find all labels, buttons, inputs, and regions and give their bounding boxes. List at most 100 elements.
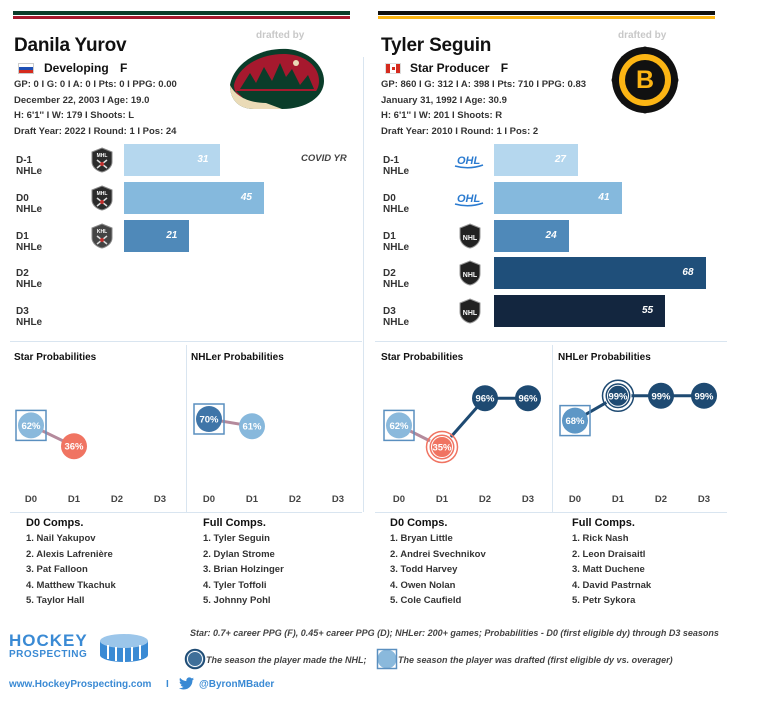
left-nhle-bar-label: 31 [197, 154, 209, 165]
svg-text:NHL: NHL [463, 310, 478, 317]
left-row-label: D0 NHLe [16, 193, 43, 215]
right-nhler_probs-axis-label: D2 [655, 494, 667, 505]
left-star-prob-title: Star Probabilities [14, 352, 97, 363]
left-tier-label: Developing [44, 61, 109, 75]
svg-text:B: B [636, 66, 654, 94]
right-star_probs-axis-label: D1 [436, 494, 449, 505]
left-d0-comps-title: D0 Comps. [26, 517, 84, 529]
left-star_probs-point: 36% [61, 433, 87, 460]
left-player-info: GP: 0 I G: 0 I A: 0 I Pts: 0 I PPG: 0.00… [14, 77, 177, 139]
list-item: 4. Matthew Tkachuk [26, 579, 116, 591]
right-nhle-bar-label: 55 [641, 305, 654, 316]
list-item: 1. Tyler Seguin [203, 533, 270, 544]
minnesota-wild-logo-icon [230, 48, 324, 109]
left-nhle-bar-label: 21 [166, 230, 178, 241]
right-nhle-bar [494, 144, 578, 176]
right-full-comps: Full Comps. 1. Rick Nash 2. Leon Draisai… [560, 517, 651, 609]
left-info-line: Draft Year: 2022 I Round: 1 I Pos: 24 [14, 125, 177, 137]
svg-text:MHL: MHL [97, 191, 108, 197]
list-item: 4. Tyler Toffoli [203, 579, 267, 591]
right-nhler_probs-axis-label: D1 [612, 494, 625, 505]
khl-league-icon: KHL [90, 223, 114, 254]
left-row-label: D2 NHLe [16, 268, 43, 290]
right-star_probs-point-label: 35% [432, 443, 452, 454]
left-star_probs-axis-label: D2 [111, 494, 123, 505]
left-nhler_probs-axis-label: D2 [289, 494, 301, 505]
list-item: 3. Pat Falloon [26, 564, 88, 575]
left-row-label: D-1 NHLe [16, 155, 43, 177]
left-tier: Developing F [44, 61, 127, 75]
made-nhl-legend-icon [184, 648, 206, 670]
svg-text:NHL: NHL [463, 235, 478, 242]
right-player-info: GP: 860 I G: 312 I A: 398 I Pts: 710 I P… [381, 77, 586, 139]
right-star_probs-axis-label: D3 [522, 494, 534, 505]
list-item: 2. Leon Draisaitl [572, 548, 646, 560]
left-info-line: December 22, 2003 I Age: 19.0 [14, 94, 150, 106]
nhl-league-icon: NHL [458, 298, 482, 329]
right-nhler_probs-axis-label: D3 [698, 494, 710, 505]
left-star_probs-axis-label: D3 [154, 494, 166, 505]
list-item: 5. Johnny Pohl [203, 595, 271, 606]
probability-charts: D0 D1 D2 D3 62% 36% D0 D1 D2 D3 70% 61% D0 D1 D2 D3 62% 3… [15, 379, 717, 505]
right-nhler_probs-axis-label: D0 [569, 494, 581, 505]
left-nhler_probs-point-label: 70% [199, 415, 219, 426]
left-nhler_probs-point: 61% [239, 413, 265, 440]
left-player-name: Danila Yurov [14, 35, 127, 56]
right-nhle-bar-label: 68 [682, 267, 694, 278]
twitter-icon[interactable] [179, 677, 194, 690]
left-full-comps: Full Comps. 1. Tyler Seguin 2. Dylan Str… [191, 517, 284, 609]
section-divider-left [10, 341, 362, 342]
list-item: 2. Andrei Svechnikov [390, 548, 486, 560]
list-item: 3. Brian Holzinger [203, 564, 284, 575]
right-info-line: Draft Year: 2010 I Round: 1 I Pos: 2 [381, 125, 539, 137]
right-team-bar-top [378, 11, 715, 15]
right-nhler_probs-point: 99% [648, 382, 674, 409]
svg-text:NHL: NHL [463, 272, 478, 279]
left-drafted-by: drafted by [256, 30, 305, 41]
left-info-line: GP: 0 I G: 0 I A: 0 I Pts: 0 I PPG: 0.00 [14, 79, 177, 90]
list-item: 1. Bryan Little [390, 533, 453, 544]
right-info-line: H: 6'1'' I W: 201 I Shoots: R [381, 110, 503, 121]
legend-drafted: The season the player was drafted (first… [398, 655, 673, 665]
left-nhler_probs-axis-label: D1 [246, 494, 259, 505]
right-position: F [500, 61, 509, 75]
right-nhle-bar-label: 27 [554, 154, 566, 165]
list-item: 4. Owen Nolan [390, 579, 456, 591]
right-nhler_probs-point-label: 68% [565, 416, 585, 427]
comps-divider-right [375, 512, 727, 513]
legend-made-nhl: The season the player made the NHL; [206, 655, 367, 665]
list-item: 4. David Pastrnak [572, 579, 652, 591]
svg-text:KHL: KHL [97, 229, 107, 235]
website-link[interactable]: www.HockeyProspecting.com [9, 679, 152, 690]
svg-text:OHL: OHL [457, 193, 481, 205]
list-item: 5. Taylor Hall [26, 595, 85, 606]
right-nhler_probs-point-label: 99% [608, 391, 628, 402]
left-row-label: D1 NHLe [16, 231, 43, 253]
russia-flag-icon [18, 63, 34, 74]
right-tier-label: Star Producer [410, 61, 490, 75]
left-nhle-bar [124, 220, 190, 252]
right-nhler_probs-point: 99% [691, 382, 717, 409]
right-nhler-prob-title: NHLer Probabilities [558, 352, 651, 363]
right-nhler_probs-point-label: 99% [694, 391, 714, 402]
list-item: 5. Cole Caufield [390, 595, 462, 606]
footer-separator: I [166, 679, 169, 690]
mhl-league-icon: MHL [90, 185, 114, 216]
section-divider-right [375, 341, 727, 342]
right-player-name: Tyler Seguin [381, 35, 492, 56]
right-nhle-bar [494, 182, 622, 214]
right-star_probs-point: 96% [515, 385, 541, 412]
left-nhler_probs-axis-label: D0 [203, 494, 215, 505]
left-nhler_probs-point-label: 61% [242, 422, 262, 433]
center-divider [363, 57, 364, 512]
right-star_probs-point-label: 62% [389, 421, 409, 432]
left-star_probs-point-label: 36% [64, 442, 84, 453]
boston-bruins-logo-icon: B [611, 46, 679, 114]
right-full-comps-title: Full Comps. [572, 517, 635, 529]
right-row-label: D1 NHLe [383, 231, 410, 253]
left-nhler-prob-title: NHLer Probabilities [191, 352, 284, 363]
right-star_probs-point: 96% [472, 385, 498, 412]
canada-flag-icon [385, 63, 401, 74]
left-note: COVID YR [301, 153, 347, 164]
twitter-handle[interactable]: @ByronMBader [199, 679, 275, 690]
